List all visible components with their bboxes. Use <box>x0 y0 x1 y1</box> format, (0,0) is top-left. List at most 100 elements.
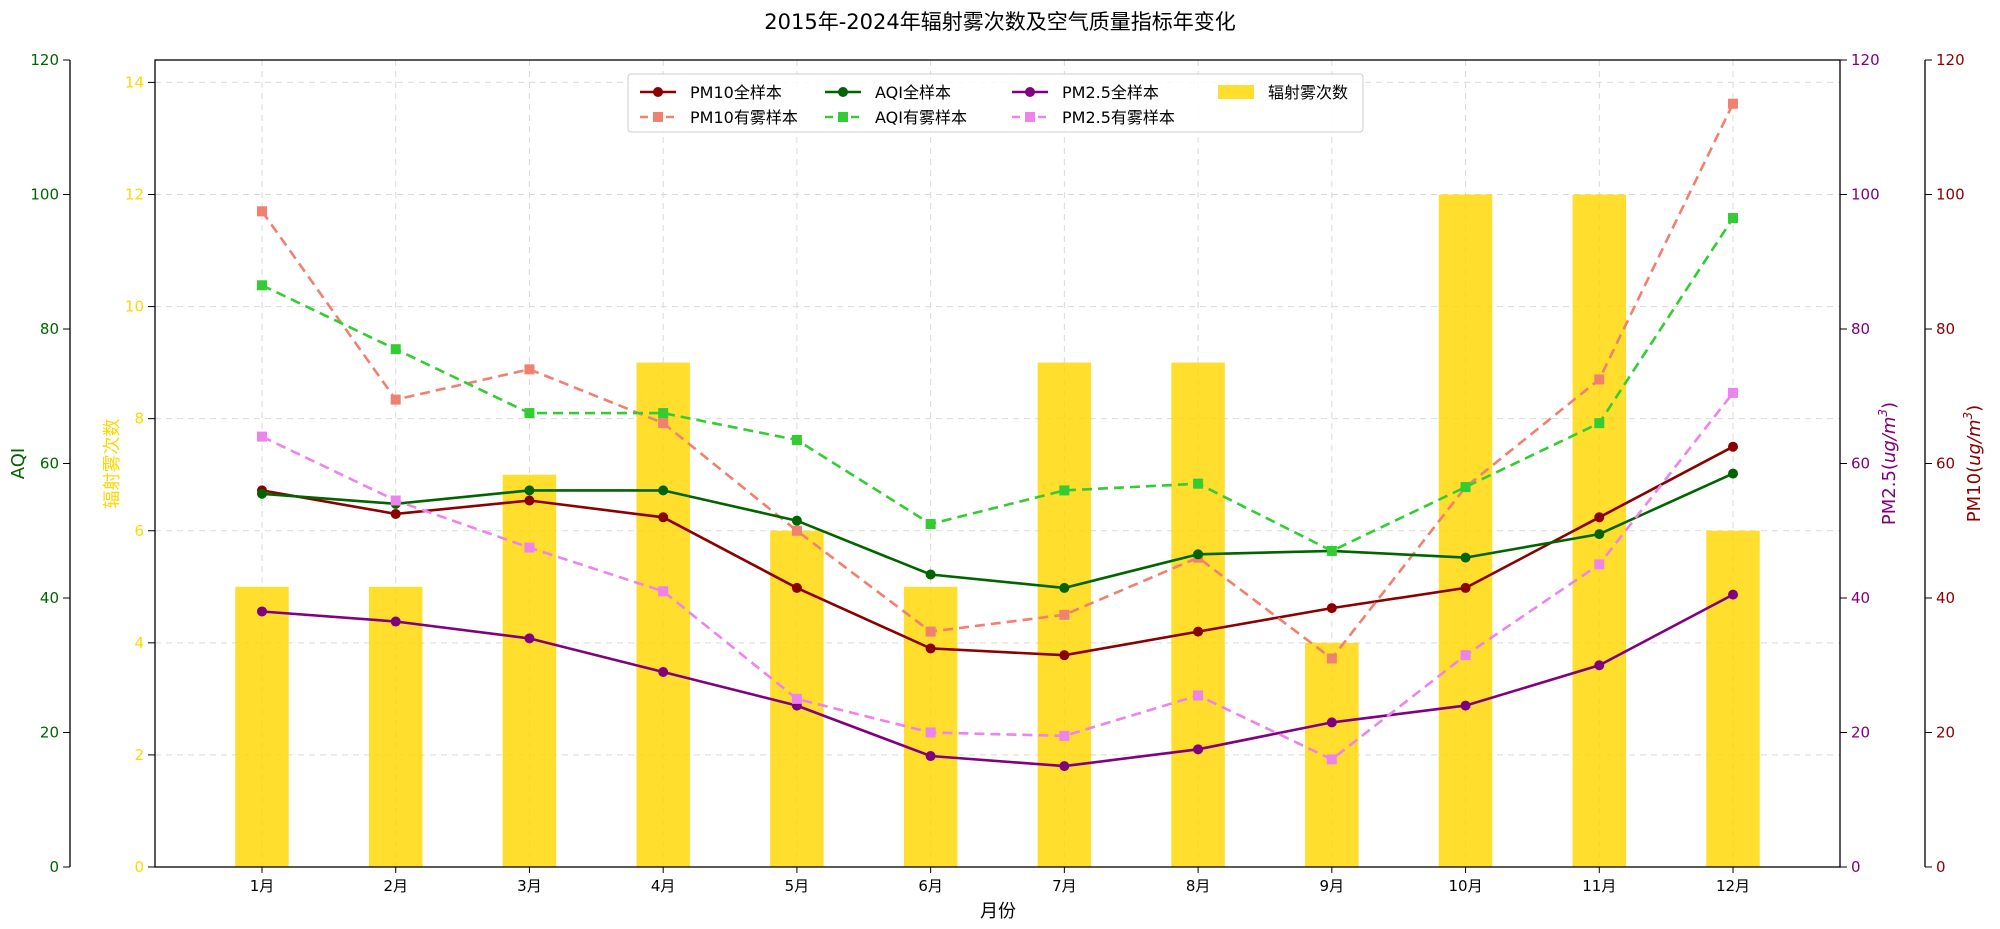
legend-box <box>627 73 1364 133</box>
series-3-point-3 <box>524 485 535 496</box>
series-5-point-4 <box>658 666 669 677</box>
series-2-point-2 <box>390 394 401 405</box>
series-1-point-11 <box>1594 512 1605 523</box>
series-5-point-1 <box>256 606 267 617</box>
pm10-tick-label: 120 <box>1936 51 1965 69</box>
x-axis-label: 月份 <box>980 901 1016 922</box>
pm25-tick-label: 80 <box>1851 320 1870 338</box>
series-2-point-11 <box>1594 374 1605 385</box>
series-6-point-3 <box>524 542 535 553</box>
pm25-tick-label: 120 <box>1851 51 1880 69</box>
x-tick-label: 5月 <box>785 877 810 895</box>
series-4-point-12 <box>1728 213 1739 224</box>
legend-label: PM10全样本 <box>690 83 782 102</box>
series-4-point-11 <box>1594 418 1605 429</box>
x-tick-label: 6月 <box>918 877 943 895</box>
series-2-point-1 <box>256 206 267 217</box>
series-6-point-8 <box>1193 690 1204 701</box>
legend: PM10全样本 AQI全样本 PM2.5全样本 辐射雾次数 PM10有雾样本 AQI有雾样… <box>627 73 1364 133</box>
series-2-point-5 <box>791 525 802 536</box>
x-tick-label: 12月 <box>1716 877 1750 895</box>
x-tick-label: 11月 <box>1582 877 1616 895</box>
x-tick-label: 9月 <box>1320 877 1345 895</box>
series-4-point-8 <box>1193 478 1204 489</box>
x-tick-label: 2月 <box>383 877 408 895</box>
series-6-point-5 <box>791 693 802 704</box>
series-1-point-2 <box>390 508 401 519</box>
series-line-3 <box>261 472 1734 590</box>
aqi-tick-label: 80 <box>40 320 59 338</box>
pm10-tick-label: 0 <box>1936 858 1946 876</box>
series-5-point-10 <box>1460 700 1471 711</box>
bar-10 <box>1438 194 1493 867</box>
x-tick-label: 3月 <box>517 877 542 895</box>
series-5-point-2 <box>390 616 401 627</box>
series-line-5 <box>261 593 1734 768</box>
series-2-point-12 <box>1728 98 1739 109</box>
series-6-point-12 <box>1728 387 1739 398</box>
fog-tick-label: 2 <box>134 746 144 764</box>
bar-1 <box>235 586 289 867</box>
series-3-point-4 <box>658 485 669 496</box>
x-tick-label: 1月 <box>250 877 275 895</box>
pm10-tick-label: 40 <box>1936 589 1955 607</box>
series-6-point-4 <box>658 586 669 597</box>
bar-4 <box>636 362 690 867</box>
x-tick-label: 8月 <box>1186 877 1211 895</box>
legend-marker <box>838 112 848 122</box>
pm25-tick-label: 20 <box>1851 724 1870 742</box>
pm10-tick-label: 80 <box>1936 320 1955 338</box>
fog-tick-label: 12 <box>125 186 144 204</box>
series-3-point-8 <box>1193 549 1204 560</box>
series-6-point-11 <box>1594 559 1605 570</box>
series-5-point-6 <box>925 751 936 762</box>
series-1-point-12 <box>1728 441 1739 452</box>
series-1-point-9 <box>1326 603 1337 614</box>
legend-label: AQI全样本 <box>875 83 951 102</box>
fog-tick-label: 4 <box>134 634 144 652</box>
series-4-point-7 <box>1059 485 1070 496</box>
fog-tick-label: 14 <box>125 73 144 91</box>
series-1-point-10 <box>1460 582 1471 593</box>
series-2-point-9 <box>1326 653 1337 664</box>
series-line-6 <box>261 392 1735 761</box>
series-6-point-6 <box>925 727 936 738</box>
legend-marker <box>1025 87 1035 97</box>
legend-label: PM10有雾样本 <box>690 108 798 127</box>
series-4-point-10 <box>1460 482 1471 493</box>
pm25-axis-label: PM2.5(ug/m3) <box>1876 402 1900 525</box>
legend-marker <box>838 87 848 97</box>
bar-2 <box>368 586 423 867</box>
legend-marker <box>653 87 663 97</box>
series-line-2 <box>260 103 1735 661</box>
x-tick-label: 10月 <box>1449 877 1483 895</box>
legend-swatch-bar <box>1218 85 1254 99</box>
pm10-tick-label: 20 <box>1936 724 1955 742</box>
series-5-point-8 <box>1193 744 1204 755</box>
pm25-tick-label: 100 <box>1851 186 1880 204</box>
chart-title: 2015年-2024年辐射雾次数及空气质量指标年变化 <box>764 10 1235 34</box>
pm25-tick-label: 60 <box>1851 455 1870 473</box>
aqi-tick-label: 20 <box>40 724 59 742</box>
legend-label: 辐射雾次数 <box>1268 83 1348 102</box>
series-3-point-7 <box>1059 582 1070 593</box>
series-5-point-7 <box>1059 761 1070 772</box>
series-line-4 <box>261 217 1735 553</box>
series-2-point-3 <box>524 364 535 375</box>
series-2-point-6 <box>925 626 936 637</box>
series-1-point-7 <box>1059 650 1070 661</box>
series-1-point-6 <box>925 643 936 654</box>
axes: 1月 2月 3月 4月 5月 6月 7月 8月 9月 10月 11月 12月0204060801001… <box>8 51 1985 895</box>
series-4-point-9 <box>1326 545 1337 556</box>
aqi-tick-label: 40 <box>40 589 59 607</box>
legend-label: PM2.5全样本 <box>1062 83 1159 102</box>
series-line-1 <box>261 445 1734 657</box>
series-2-point-7 <box>1059 609 1070 620</box>
fog-tick-label: 8 <box>134 410 144 428</box>
line-series <box>256 98 1739 772</box>
pm10-tick-label: 100 <box>1936 186 1965 204</box>
series-1-point-5 <box>791 582 802 593</box>
fog-tick-label: 6 <box>134 522 144 540</box>
series-3-point-5 <box>791 515 802 526</box>
